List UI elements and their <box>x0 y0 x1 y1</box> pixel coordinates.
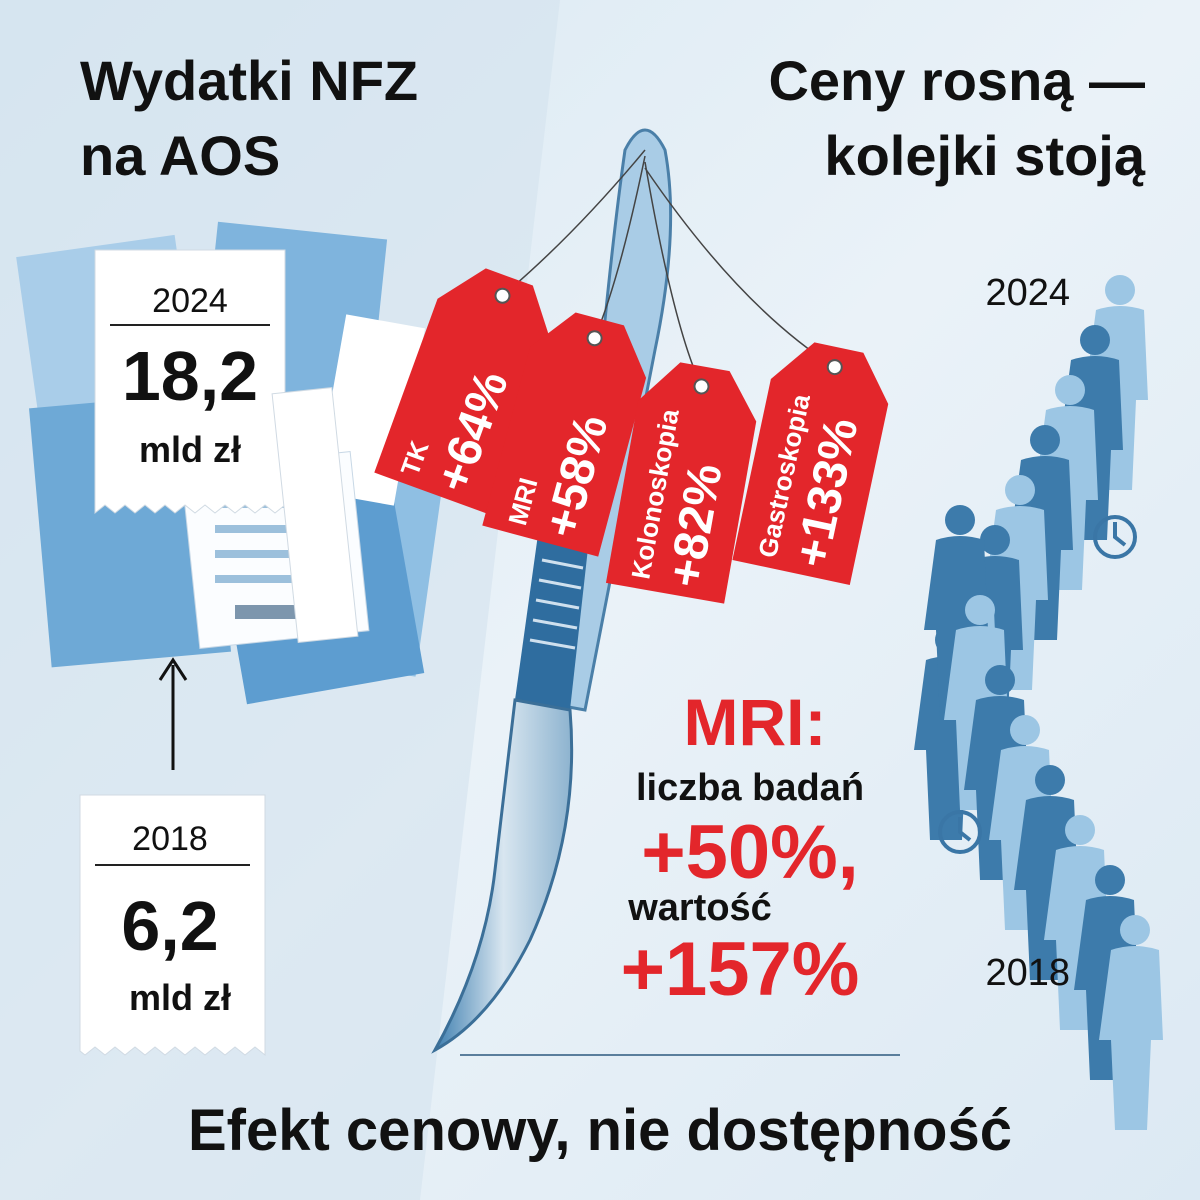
tag-shape <box>605 362 757 604</box>
title-left: Wydatki NFZ <box>80 49 418 112</box>
arrow-head <box>158 657 188 681</box>
footer: Efekt cenowy, nie dostępność <box>188 1098 1012 1163</box>
receipt-amount: 18,2 <box>122 337 258 415</box>
head <box>1035 765 1065 795</box>
receipt-unit: mld zł <box>139 429 241 470</box>
mri-label: wartość <box>627 887 772 929</box>
body <box>1099 946 1163 1130</box>
head <box>985 665 1015 695</box>
title-left: na AOS <box>80 124 280 187</box>
tag-hole <box>826 359 843 376</box>
head <box>980 525 1010 555</box>
receipt-unit: mld zł <box>129 977 231 1018</box>
price-tags: TK+64%MRI+58% Kolonoskopia+82% Gastroskopi… <box>374 268 889 604</box>
clock <box>938 515 1137 854</box>
paper <box>271 386 359 644</box>
receipt-2018: 2018 6,2 mld zł <box>79 794 266 1057</box>
head <box>1010 715 1040 745</box>
title-right: Ceny rosną — <box>768 49 1145 112</box>
head <box>1120 915 1150 945</box>
mri-label: liczba badań <box>636 767 864 809</box>
price-tag: Gastroskopia+133% <box>732 342 889 585</box>
queue-year: 2024 <box>985 272 1070 314</box>
head <box>965 595 995 625</box>
queue-year: 2018 <box>985 952 1070 994</box>
tag-shape <box>732 342 889 585</box>
head <box>1055 375 1085 405</box>
tag-shape <box>482 312 647 557</box>
head <box>945 505 975 535</box>
head <box>1065 815 1095 845</box>
price-tag: Kolonoskopia+82% <box>605 362 757 604</box>
tag-hole <box>494 287 511 304</box>
tag-hole <box>586 330 603 347</box>
queue <box>914 275 1163 1130</box>
receipt-year: 2024 <box>152 282 228 320</box>
receipt-amount: 6,2 <box>121 887 218 965</box>
head <box>1030 425 1060 455</box>
head <box>1105 275 1135 305</box>
head <box>1005 475 1035 505</box>
title-right: kolejki stoją <box>824 124 1145 187</box>
receipt-2024: 2024 18,2 mld zł <box>94 249 286 515</box>
mri-heading: MRI: <box>684 685 827 759</box>
person <box>1099 915 1163 1130</box>
price-tag: MRI+58% <box>482 312 647 557</box>
receipt-year: 2018 <box>132 820 208 858</box>
tag-hole <box>693 378 710 395</box>
head <box>1095 865 1125 895</box>
mri-change: +157% <box>621 927 860 1012</box>
mri-change: +50%, <box>641 810 859 895</box>
string <box>502 149 646 297</box>
head <box>1080 325 1110 355</box>
